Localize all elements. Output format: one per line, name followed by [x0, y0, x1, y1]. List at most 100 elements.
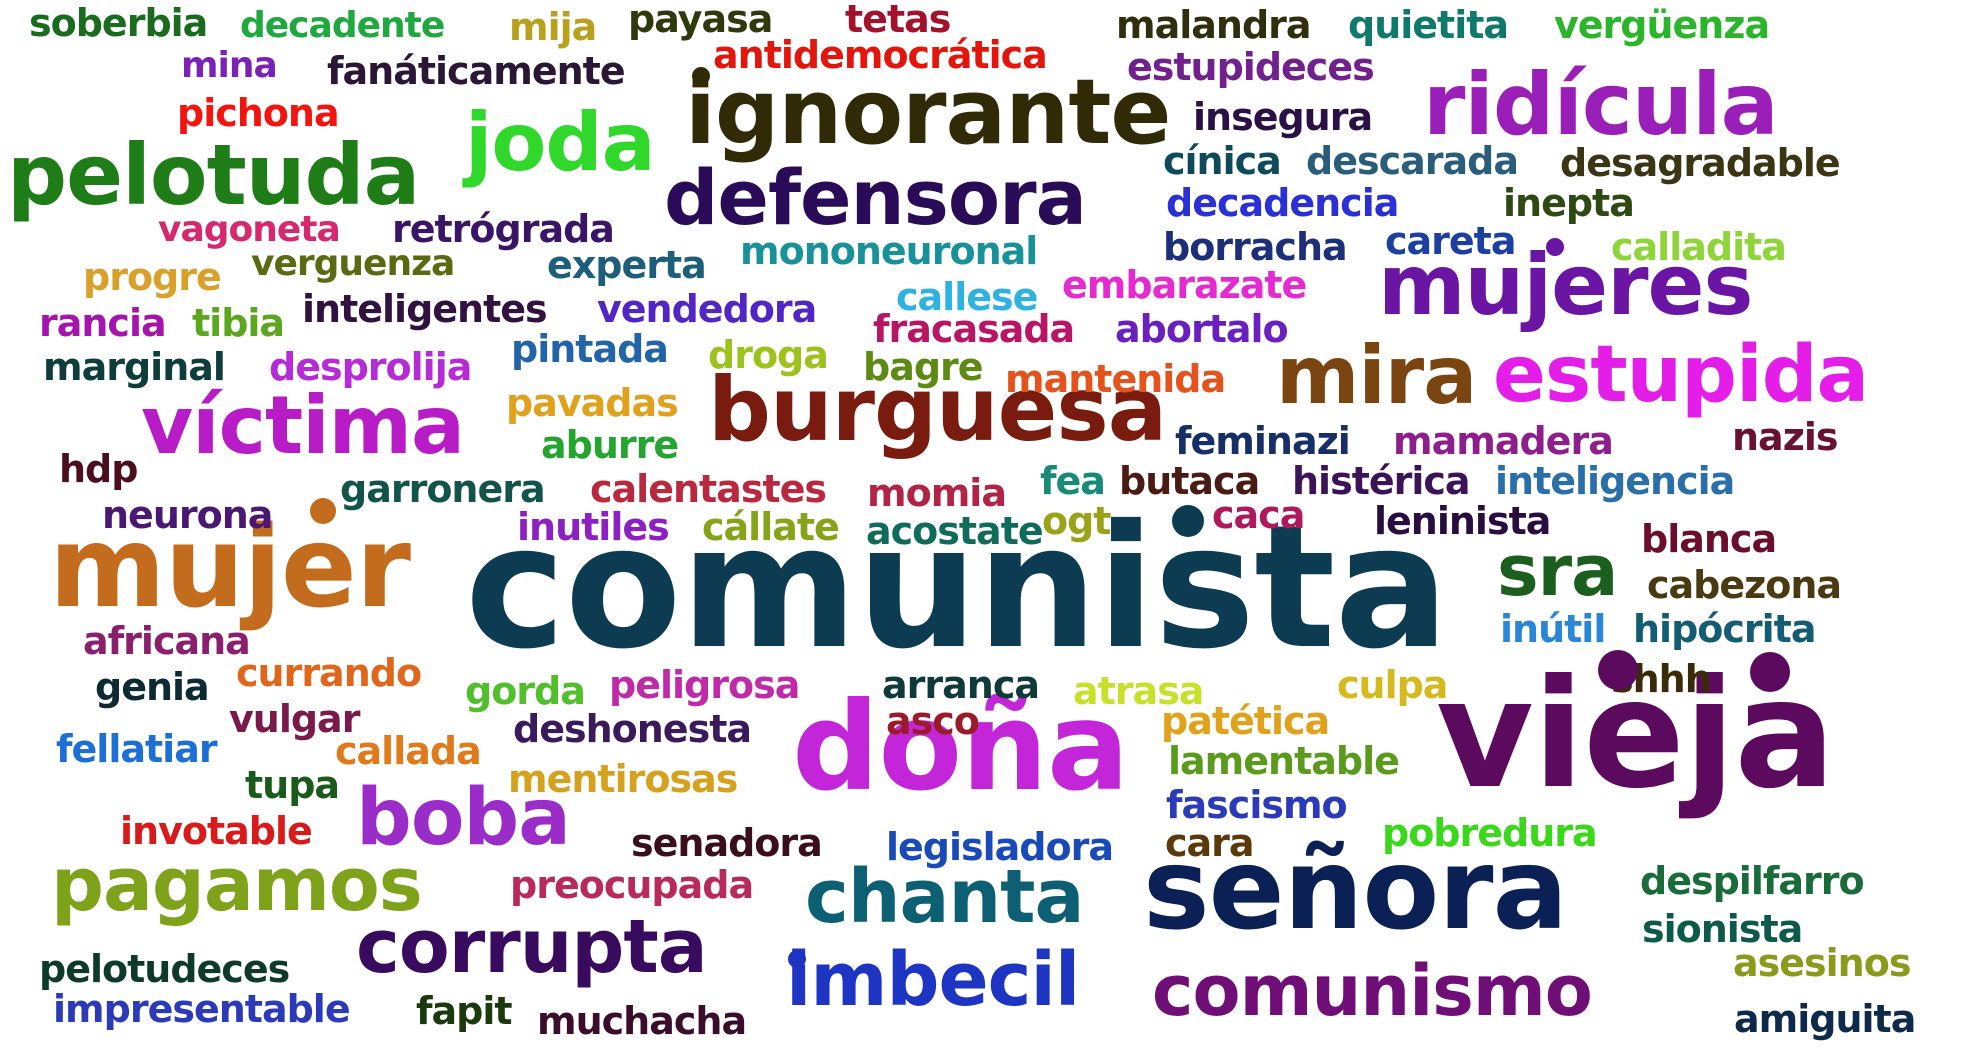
word: víctima — [141, 379, 465, 472]
word: corrupta — [356, 904, 708, 990]
word: asesinos — [1733, 941, 1911, 985]
word: retrógrada — [392, 207, 615, 251]
word: fanáticamente — [327, 49, 626, 93]
dot — [692, 67, 710, 85]
word: fracasada — [873, 307, 1075, 351]
word: quietita — [1348, 3, 1509, 47]
word: comunista — [465, 489, 1449, 687]
word: mujer — [49, 503, 411, 633]
word: vagoneta — [158, 209, 341, 250]
word: malandra — [1116, 3, 1312, 47]
word: pobredura — [1382, 811, 1598, 855]
word: verguenza — [251, 243, 455, 284]
word: soberbia — [29, 1, 208, 45]
word: mina — [181, 45, 278, 86]
word: imbecil — [786, 937, 1080, 1023]
word: inteligentes — [302, 287, 548, 331]
word: vendedora — [597, 287, 817, 331]
word: genia — [95, 665, 210, 709]
word: joda — [465, 96, 656, 189]
word: hdp — [59, 447, 138, 491]
word: blanca — [1641, 517, 1777, 561]
word: muchacha — [537, 999, 747, 1043]
word: preocupada — [510, 863, 754, 907]
dot — [1546, 238, 1564, 256]
word: vergüenza — [1554, 3, 1770, 47]
word: ignorante — [685, 60, 1171, 165]
word: atrasa — [1073, 669, 1204, 713]
word: invotable — [120, 809, 313, 853]
word: cabezona — [1647, 563, 1842, 607]
word: leninista — [1374, 499, 1551, 543]
word: calentastes — [590, 467, 827, 511]
word: experta — [547, 243, 707, 287]
word: doña — [792, 676, 1129, 818]
word: acostate — [866, 509, 1044, 553]
word: defensora — [664, 153, 1087, 242]
word: embarazate — [1062, 263, 1307, 307]
word: payasa — [628, 0, 773, 41]
word: bagre — [863, 345, 984, 389]
word: aburre — [541, 423, 679, 467]
word: patética — [1161, 699, 1330, 743]
word: tibia — [192, 301, 285, 345]
dot — [310, 498, 336, 524]
word: sionista — [1642, 907, 1803, 951]
word: lamentable — [1168, 739, 1400, 783]
word: neurona — [102, 493, 273, 537]
word: comunismo — [1152, 950, 1593, 1032]
word: currando — [236, 651, 422, 695]
word: mira — [1276, 329, 1477, 422]
word: tetas — [845, 0, 951, 41]
word: fapit — [416, 989, 513, 1033]
word: droga — [708, 333, 829, 377]
word: ridícula — [1423, 55, 1779, 155]
word: butaca — [1119, 459, 1260, 503]
word: descarada — [1306, 139, 1519, 183]
word: desprolija — [269, 345, 472, 389]
word: decadente — [240, 5, 445, 46]
word: tupa — [245, 763, 340, 807]
word: estupideces — [1127, 45, 1375, 89]
word: mononeuronal — [740, 229, 1038, 273]
word: insegura — [1193, 95, 1373, 139]
word: momia — [867, 471, 1007, 515]
word: callada — [335, 729, 482, 773]
dot — [1750, 652, 1790, 692]
word: caca — [1212, 493, 1305, 537]
word: impresentable — [53, 987, 351, 1031]
word: decadencia — [1166, 181, 1399, 225]
word: boba — [356, 773, 571, 863]
dot — [1598, 650, 1638, 690]
word: rancia — [39, 301, 167, 345]
word: despilfarro — [1640, 859, 1865, 903]
word: garronera — [340, 467, 546, 511]
word: antidemocrática — [713, 33, 1048, 77]
word: fea — [1040, 459, 1106, 503]
word: mentirosas — [508, 757, 738, 801]
word: pelotuda — [7, 126, 420, 224]
word: marginal — [43, 345, 226, 389]
word: mija — [509, 5, 597, 49]
word: pelotudeces — [39, 947, 290, 991]
word: desagradable — [1560, 141, 1841, 185]
word: culpa — [1337, 663, 1448, 707]
word: amiguita — [1734, 997, 1916, 1041]
word: cállate — [702, 505, 840, 549]
word: inutiles — [517, 505, 670, 549]
word: nazis — [1732, 415, 1838, 459]
word: abortalo — [1115, 307, 1289, 351]
word: hipócrita — [1633, 607, 1816, 651]
word: careta — [1385, 219, 1516, 263]
word: senadora — [631, 821, 823, 865]
word: legisladora — [886, 825, 1114, 869]
word: asco — [886, 699, 980, 743]
word: callese — [896, 275, 1038, 319]
word: mujeres — [1378, 236, 1753, 334]
word: calladita — [1611, 225, 1787, 269]
word: sra — [1497, 530, 1618, 612]
word: pichona — [177, 91, 340, 135]
word: pavadas — [506, 381, 679, 425]
word: cínica — [1163, 139, 1282, 183]
word: histérica — [1292, 459, 1471, 503]
